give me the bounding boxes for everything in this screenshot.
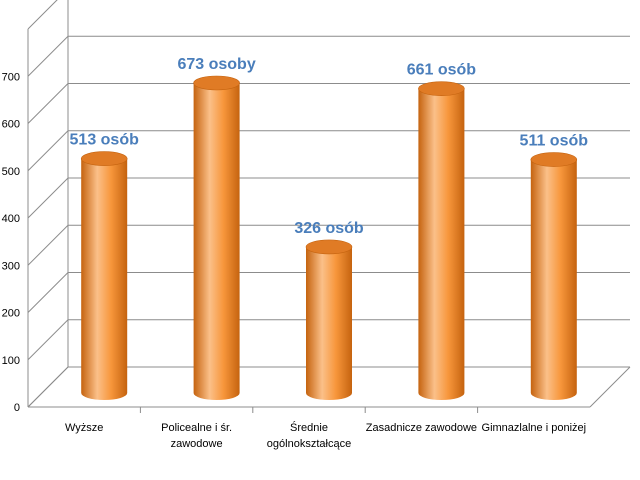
floor-right-edge bbox=[589, 366, 631, 408]
bar-top bbox=[305, 239, 353, 255]
x-category-label: Zasadnicze zawodowe bbox=[366, 422, 477, 434]
y-tick-label: 700 bbox=[2, 71, 20, 83]
bar bbox=[530, 152, 578, 401]
y-tick-label: 200 bbox=[2, 308, 20, 320]
x-axis-categories: Wyższe Policealne i śr. zawodowe Średnie ogó… bbox=[65, 421, 586, 450]
gridline-diagonal bbox=[27, 272, 69, 313]
x-category-label: Wyższe bbox=[65, 422, 103, 434]
bar bbox=[193, 75, 240, 401]
data-label: 511 osób bbox=[520, 133, 589, 150]
bar-top bbox=[418, 81, 465, 96]
gridline-diagonal bbox=[27, 177, 69, 219]
bar bbox=[418, 81, 465, 401]
gridline-diagonal bbox=[27, 224, 69, 266]
y-tick-label: 600 bbox=[2, 119, 20, 131]
bars bbox=[80, 75, 578, 401]
y-tick-label: 400 bbox=[2, 213, 20, 225]
data-label: 326 osób bbox=[294, 220, 364, 237]
bar-body bbox=[81, 158, 128, 401]
y-tick-label: 100 bbox=[2, 355, 20, 367]
y-tick-label: 500 bbox=[2, 166, 20, 178]
gridline-diagonal bbox=[27, 83, 69, 124]
gridline-diagonal bbox=[27, 130, 69, 172]
bar-body bbox=[418, 88, 465, 401]
data-label: 513 osób bbox=[70, 132, 140, 149]
floor-left-edge bbox=[27, 366, 69, 408]
data-labels: 513 osób 673 osoby 326 osób 661 osób 511 osó… bbox=[70, 56, 589, 237]
x-category-label: Policealne i śr. zawodowe bbox=[161, 422, 232, 450]
gridline-diagonal bbox=[27, 319, 69, 361]
bar-top bbox=[530, 152, 578, 167]
gridline-diagonal bbox=[27, 0, 58, 30]
bar-top bbox=[80, 151, 128, 166]
bar-top bbox=[193, 75, 240, 91]
bar-body bbox=[193, 83, 240, 401]
x-category-label: Gimnazlalne i poniżej bbox=[482, 422, 587, 434]
x-category-label: Średnie ogólnokształcące bbox=[267, 421, 351, 450]
data-label: 661 osób bbox=[407, 62, 477, 79]
y-axis-ticks: 0 100 200 300 400 500 600 700 bbox=[2, 71, 20, 414]
data-label: 673 osoby bbox=[177, 56, 255, 73]
y-tick-label: 300 bbox=[2, 260, 20, 272]
gridline-diagonal bbox=[27, 35, 69, 77]
bar bbox=[305, 239, 353, 400]
bar bbox=[80, 151, 128, 401]
bar-body bbox=[306, 246, 352, 400]
y-tick-label: 0 bbox=[14, 402, 20, 414]
bar-body bbox=[530, 159, 577, 401]
axes bbox=[27, 0, 631, 413]
